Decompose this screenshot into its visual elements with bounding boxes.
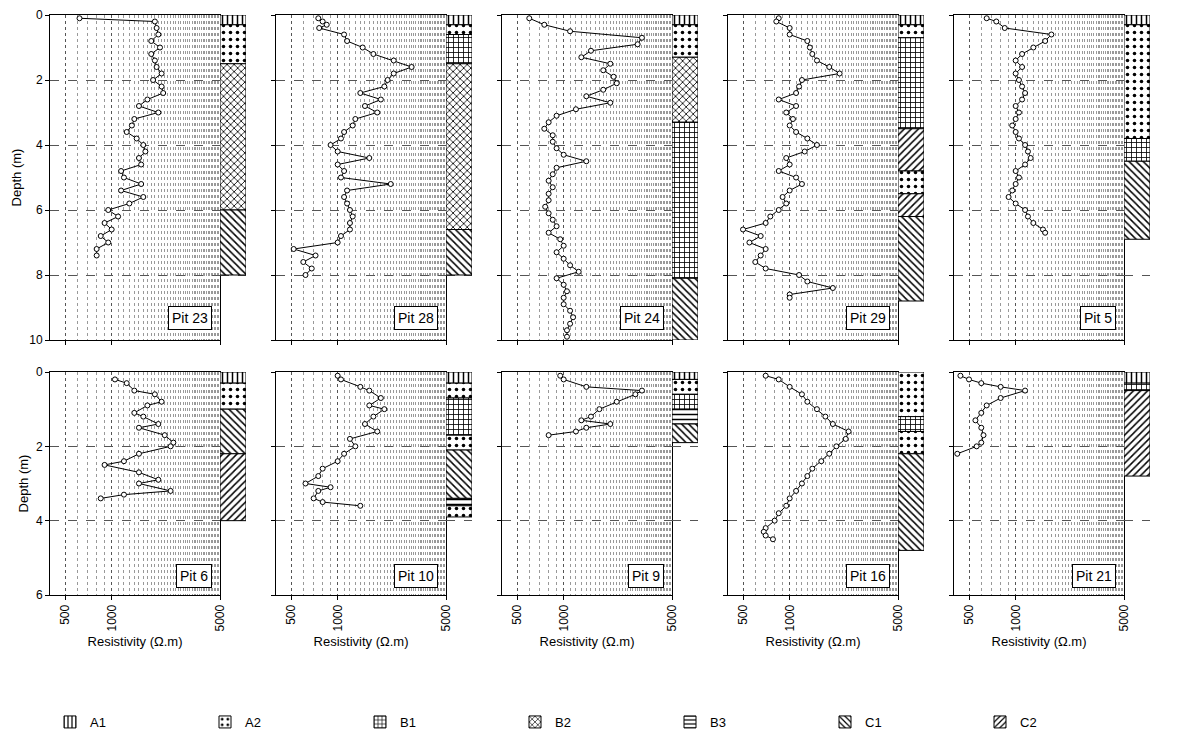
svg-text:Pit 23: Pit 23 xyxy=(172,310,208,326)
svg-text:500: 500 xyxy=(736,604,750,624)
svg-text:1000: 1000 xyxy=(783,604,797,631)
svg-text:B1: B1 xyxy=(400,715,416,730)
svg-text:Pit 9: Pit 9 xyxy=(632,568,660,584)
svg-text:Pit 21: Pit 21 xyxy=(1076,568,1112,584)
svg-text:Pit 6: Pit 6 xyxy=(180,568,208,584)
svg-text:5000: 5000 xyxy=(891,604,905,631)
svg-text:Resistivity (Ω.m): Resistivity (Ω.m) xyxy=(88,634,183,649)
svg-text:500: 500 xyxy=(962,604,976,624)
svg-text:0: 0 xyxy=(36,365,43,379)
svg-text:Pit 10: Pit 10 xyxy=(398,568,434,584)
svg-text:Depth (m): Depth (m) xyxy=(9,149,24,207)
svg-text:Resistivity (Ω.m): Resistivity (Ω.m) xyxy=(992,634,1087,649)
svg-text:Depth (m): Depth (m) xyxy=(16,455,31,513)
svg-text:Resistivity (Ω.m): Resistivity (Ω.m) xyxy=(314,634,409,649)
svg-text:500: 500 xyxy=(510,604,524,624)
svg-text:1000: 1000 xyxy=(331,604,345,631)
svg-text:C2: C2 xyxy=(1020,715,1037,730)
svg-text:2: 2 xyxy=(36,73,43,87)
svg-text:Resistivity (Ω.m): Resistivity (Ω.m) xyxy=(766,634,861,649)
svg-text:Resistivity (Ω.m): Resistivity (Ω.m) xyxy=(540,634,635,649)
svg-text:5000: 5000 xyxy=(439,604,453,631)
svg-text:A1: A1 xyxy=(90,715,106,730)
svg-text:1000: 1000 xyxy=(557,604,571,631)
svg-text:C1: C1 xyxy=(865,715,882,730)
svg-text:8: 8 xyxy=(36,268,43,282)
svg-text:6: 6 xyxy=(36,588,43,602)
svg-text:5000: 5000 xyxy=(665,604,679,631)
svg-text:Pit 16: Pit 16 xyxy=(850,568,886,584)
svg-text:1000: 1000 xyxy=(1009,604,1023,631)
svg-text:Pit 24: Pit 24 xyxy=(624,310,660,326)
svg-text:500: 500 xyxy=(58,604,72,624)
svg-text:6: 6 xyxy=(36,203,43,217)
svg-text:5000: 5000 xyxy=(1117,604,1131,631)
svg-text:2: 2 xyxy=(36,440,43,454)
svg-text:10: 10 xyxy=(29,333,43,347)
svg-text:Pit 5: Pit 5 xyxy=(1084,310,1112,326)
svg-text:4: 4 xyxy=(36,514,43,528)
svg-text:4: 4 xyxy=(36,138,43,152)
svg-text:B3: B3 xyxy=(710,715,726,730)
svg-text:Pit 29: Pit 29 xyxy=(850,310,886,326)
svg-text:B2: B2 xyxy=(555,715,571,730)
svg-text:Pit 28: Pit 28 xyxy=(398,310,434,326)
svg-text:1000: 1000 xyxy=(105,604,119,631)
svg-text:5000: 5000 xyxy=(213,604,227,631)
svg-text:A2: A2 xyxy=(245,715,261,730)
svg-text:500: 500 xyxy=(284,604,298,624)
svg-text:0: 0 xyxy=(36,8,43,22)
